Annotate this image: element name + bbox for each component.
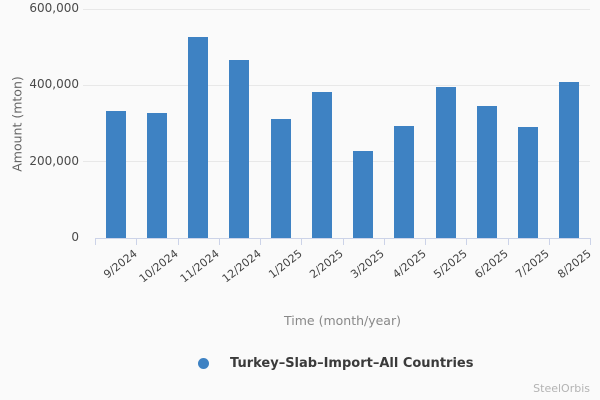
legend-label: Turkey–Slab–Import–All Countries xyxy=(230,356,474,371)
x-axis-tick xyxy=(466,238,468,245)
bar-8/2025[interactable] xyxy=(559,82,580,238)
x-axis-tick xyxy=(507,238,509,245)
x-axis-tick xyxy=(425,238,426,245)
y-tick-label: 200,000 xyxy=(29,153,79,168)
x-tick-label: 3/2025 xyxy=(348,247,388,282)
gridline xyxy=(83,161,590,163)
legend-circle-marker-icon xyxy=(198,358,209,369)
bar-4/2025[interactable] xyxy=(394,125,415,238)
x-axis-tick xyxy=(177,238,179,245)
x-axis-tick xyxy=(548,238,550,245)
x-axis-tick xyxy=(95,238,96,245)
bar-7/2025[interactable] xyxy=(518,127,539,238)
x-axis-tick xyxy=(342,238,344,245)
x-tick-label: 9/2024 xyxy=(101,247,140,282)
gridline xyxy=(83,8,590,10)
y-tick-label: 400,000 xyxy=(29,77,79,92)
y-tick-label: 0 xyxy=(71,230,79,244)
x-tick-label: 7/2025 xyxy=(513,247,553,282)
watermark: SteelOrbis xyxy=(533,382,590,395)
x-tick-label: 11/2024 xyxy=(178,247,223,286)
x-tick-label: 8/2025 xyxy=(554,247,594,282)
bar-2/2025[interactable] xyxy=(311,91,332,238)
bar-12/2024[interactable] xyxy=(229,60,250,238)
bar-1/2025[interactable] xyxy=(270,118,291,238)
x-tick-label: 10/2024 xyxy=(136,247,181,286)
gridline xyxy=(83,84,590,86)
x-tick-label: 6/2025 xyxy=(472,247,511,282)
x-tick-label: 5/2025 xyxy=(431,247,470,282)
x-axis-title: Time (month/year) xyxy=(284,313,401,328)
bar-5/2025[interactable] xyxy=(435,86,456,238)
y-tick-label: 600,000 xyxy=(29,1,79,15)
bar-9/2024[interactable] xyxy=(105,110,126,238)
legend-item[interactable]: Turkey–Slab–Import–All Countries xyxy=(198,356,473,371)
x-axis-tick xyxy=(218,238,220,245)
x-tick-label: 4/2025 xyxy=(389,247,429,282)
x-tick-label: 1/2025 xyxy=(266,247,305,282)
x-axis-tick xyxy=(383,238,385,245)
x-axis-tick xyxy=(590,238,591,245)
bar-11/2024[interactable] xyxy=(188,37,209,238)
x-axis-tick xyxy=(136,238,138,245)
plot-area xyxy=(95,9,590,238)
y-axis-title: Amount (mton) xyxy=(9,76,25,172)
x-axis-tick xyxy=(301,238,303,245)
bar-6/2025[interactable] xyxy=(476,105,497,238)
x-axis-tick xyxy=(260,238,261,245)
bar-3/2025[interactable] xyxy=(353,150,374,238)
bar-10/2024[interactable] xyxy=(146,112,167,238)
x-tick-label: 12/2024 xyxy=(219,247,264,286)
x-tick-label: 2/2025 xyxy=(307,247,346,282)
